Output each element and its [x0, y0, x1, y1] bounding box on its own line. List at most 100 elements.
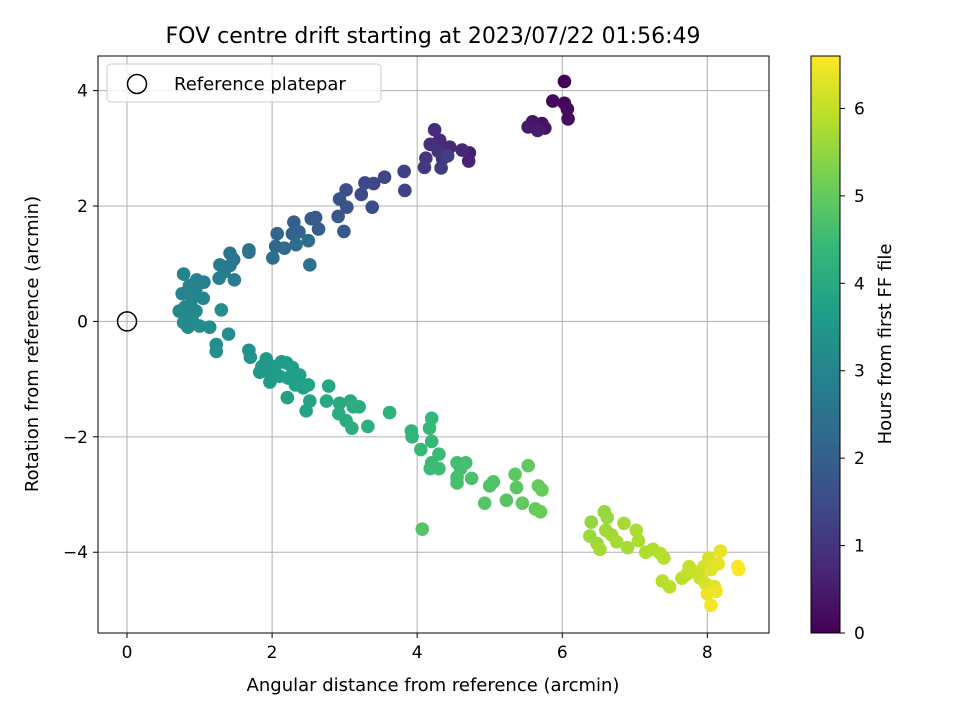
- x-tick-label: 0: [122, 643, 133, 663]
- data-point: [311, 222, 326, 236]
- data-point: [509, 480, 524, 495]
- data-point: [713, 544, 728, 558]
- data-point: [358, 176, 372, 190]
- data-point: [321, 379, 336, 393]
- colorbar-tick-label: 4: [854, 274, 865, 294]
- data-point: [414, 442, 428, 457]
- plot-frame: [97, 55, 770, 634]
- y-tick-label: 0: [77, 312, 88, 332]
- colorbar-label: Hours from first FF file: [875, 244, 896, 445]
- data-point: [499, 493, 514, 508]
- data-point: [377, 170, 392, 184]
- colorbar-tick-label: 0: [854, 624, 865, 644]
- data-point: [711, 556, 726, 571]
- data-point: [458, 455, 473, 470]
- data-point: [289, 237, 303, 252]
- data-point: [561, 112, 575, 126]
- data-point: [709, 584, 723, 599]
- y-tick-label: 2: [77, 197, 88, 217]
- data-point: [270, 226, 284, 241]
- data-point: [486, 475, 501, 489]
- data-point: [288, 378, 303, 392]
- y-axis-label: Rotation from reference (arcmin): [22, 196, 43, 492]
- data-point: [422, 421, 437, 435]
- data-point: [405, 430, 419, 444]
- y-tick-label: 4: [77, 82, 88, 102]
- x-tick-label: 2: [267, 643, 278, 663]
- data-point: [277, 241, 292, 255]
- data-point: [530, 123, 545, 138]
- data-point: [331, 209, 345, 224]
- y-tick-label: −2: [63, 428, 88, 448]
- colorbar-tick-label: 6: [854, 99, 865, 119]
- data-point: [242, 243, 256, 257]
- colorbar-tick-label: 1: [854, 537, 865, 557]
- data-point: [629, 523, 644, 538]
- data-point: [508, 467, 522, 482]
- data-point: [243, 350, 258, 364]
- data-point: [292, 225, 306, 239]
- colorbar-ticks: 0 1 2 3 4 5 6: [840, 99, 865, 644]
- data-point: [461, 154, 476, 168]
- data-point: [397, 164, 411, 179]
- data-point: [301, 233, 316, 248]
- data-point: [266, 251, 280, 265]
- data-point: [398, 183, 412, 198]
- data-point: [631, 533, 646, 548]
- data-point: [301, 378, 316, 392]
- data-point: [657, 551, 671, 565]
- data-point: [455, 143, 469, 157]
- data-point: [731, 562, 746, 577]
- data-point: [515, 496, 530, 510]
- data-point: [337, 224, 351, 239]
- data-point: [417, 160, 432, 175]
- data-point: [464, 471, 479, 486]
- data-point: [176, 267, 191, 281]
- x-tick-label: 8: [702, 643, 713, 663]
- data-point: [209, 344, 224, 359]
- x-tick-label: 4: [412, 643, 423, 663]
- data-point: [535, 483, 549, 497]
- data-point: [252, 365, 267, 379]
- data-point: [432, 461, 446, 476]
- data-point: [340, 200, 354, 214]
- data-point: [212, 271, 226, 285]
- data-point: [352, 400, 366, 414]
- data-point: [361, 419, 375, 434]
- data-point: [477, 496, 492, 510]
- data-point: [427, 123, 442, 137]
- data-point: [354, 187, 369, 202]
- legend-box: [106, 63, 382, 103]
- data-point: [214, 303, 229, 317]
- data-point: [345, 421, 359, 435]
- chart-title: FOV centre drift starting at 2023/07/22 …: [166, 24, 701, 49]
- colorbar-tick-label: 5: [854, 187, 865, 207]
- legend-entry-reference: Reference platepar: [174, 74, 346, 95]
- data-point: [557, 74, 572, 89]
- data-point: [202, 320, 217, 334]
- data-point: [382, 405, 397, 420]
- reference-platepar-marker: [116, 311, 138, 332]
- data-point: [704, 598, 718, 613]
- grid-lines: [98, 56, 769, 633]
- data-point: [227, 273, 242, 287]
- data-point: [440, 149, 455, 163]
- data-point: [424, 434, 439, 449]
- data-point: [415, 522, 430, 536]
- y-tick-label: −4: [63, 543, 88, 563]
- data-point: [533, 505, 548, 519]
- data-point: [662, 580, 677, 594]
- axes: 0 2 4 6 8 −4 −2 0 2 4: [63, 82, 713, 663]
- data-point: [609, 535, 624, 549]
- legend-marker-icon: [126, 73, 148, 95]
- data-point: [332, 396, 347, 411]
- data-point: [434, 161, 448, 175]
- data-point: [593, 542, 607, 557]
- x-axis-label: Angular distance from reference (arcmin): [247, 675, 620, 696]
- data-point: [192, 319, 207, 333]
- data-point: [280, 390, 295, 405]
- data-point: [181, 320, 195, 334]
- data-point: [620, 540, 635, 555]
